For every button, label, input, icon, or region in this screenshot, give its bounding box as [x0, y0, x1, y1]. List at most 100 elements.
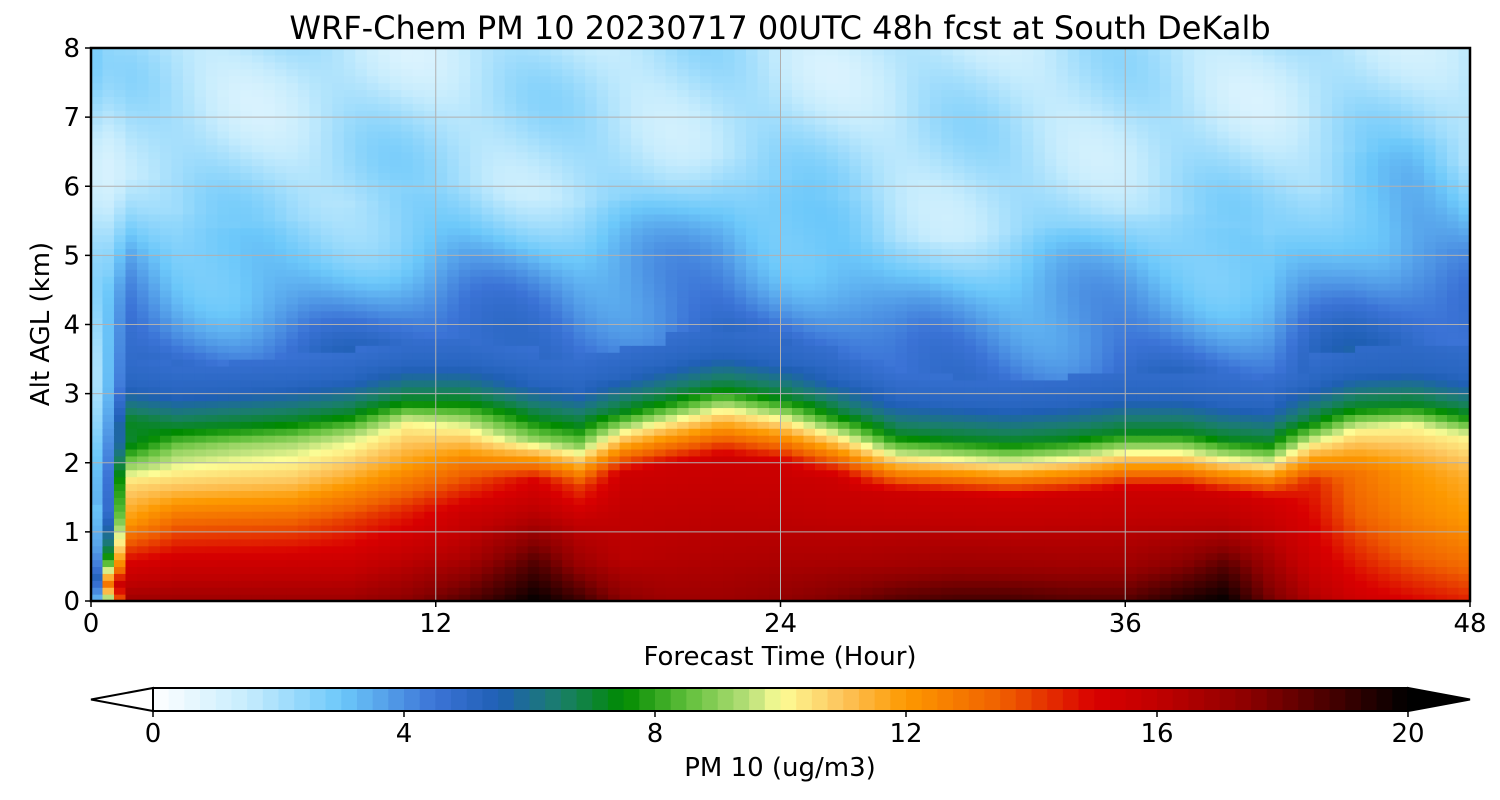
heat-cell: [860, 483, 874, 491]
heat-cell: [1113, 511, 1126, 519]
heat-cell: [1228, 455, 1241, 464]
heat-cell: [769, 310, 782, 319]
heat-cell: [355, 379, 368, 388]
heat-cell: [1194, 497, 1207, 505]
heat-cell: [573, 524, 586, 533]
heat-cell: [527, 580, 540, 588]
heat-cell: [1378, 379, 1391, 388]
heat-cell: [481, 435, 494, 443]
heat-cell: [1159, 531, 1172, 540]
heat-cell: [504, 421, 517, 429]
heat-cell: [872, 531, 885, 540]
heat-cell: [1332, 359, 1345, 367]
heat-cell: [125, 435, 138, 443]
heat-cell: [906, 442, 919, 450]
heat-cell: [1205, 524, 1218, 533]
heat-cell: [1125, 400, 1138, 409]
heat-cell: [1148, 476, 1161, 485]
heat-cell: [435, 483, 448, 491]
heat-cell: [458, 511, 471, 519]
heat-cell: [240, 594, 253, 601]
heat-cell: [803, 531, 816, 540]
heat-cell: [91, 407, 104, 415]
heat-cell: [240, 545, 253, 554]
heat-cell: [941, 359, 954, 367]
heat-cell: [332, 594, 345, 601]
heat-cell: [642, 324, 655, 333]
heat-cell: [895, 587, 908, 595]
heat-cell: [286, 400, 299, 409]
heat-cell: [769, 359, 782, 367]
heat-cell: [263, 331, 276, 339]
heat-cell: [1056, 428, 1069, 436]
heat-cell: [941, 524, 954, 533]
heat-cell: [251, 462, 264, 471]
heat-cell: [1113, 504, 1126, 512]
heat-cell: [1274, 448, 1287, 457]
heat-cell: [309, 497, 322, 505]
heat-cell: [562, 379, 575, 388]
heat-cell: [987, 573, 1000, 581]
heat-cell: [470, 421, 483, 429]
heat-cell: [596, 421, 609, 429]
heat-cell: [826, 518, 839, 526]
heat-cell: [228, 428, 241, 436]
heat-cell: [1033, 352, 1046, 360]
heat-cell: [1113, 379, 1126, 388]
heat-cell: [746, 524, 759, 533]
heat-cell: [1447, 524, 1460, 533]
heat-cell: [837, 566, 851, 574]
heat-cell: [608, 573, 621, 581]
heat-cell: [516, 531, 529, 540]
heat-cell: [1458, 386, 1470, 395]
heat-cell: [1447, 442, 1460, 450]
heat-cell: [424, 504, 437, 512]
heat-cell: [1435, 324, 1448, 333]
heat-cell: [1424, 469, 1437, 478]
heat-cell: [447, 379, 460, 388]
heat-cell: [378, 476, 391, 485]
heat-cell: [1090, 545, 1103, 554]
heat-cell: [401, 511, 414, 519]
heat-cell: [906, 338, 919, 346]
heat-cell: [1090, 407, 1103, 415]
heat-cell: [1343, 379, 1356, 388]
heat-cell: [447, 448, 460, 457]
heat-cell: [550, 573, 563, 581]
heat-cell: [1033, 483, 1046, 491]
heat-cell: [1125, 518, 1138, 526]
heat-cell: [1274, 566, 1287, 574]
heat-cell: [297, 386, 310, 395]
heat-cell: [136, 345, 150, 353]
heat-cell: [1286, 352, 1299, 360]
heat-cell: [688, 359, 701, 367]
heat-cell: [826, 317, 839, 326]
heat-cell: [1136, 372, 1149, 381]
heat-cell: [803, 310, 816, 319]
heat-cell: [217, 483, 230, 491]
heat-cell: [309, 428, 322, 436]
heat-cell: [1240, 442, 1253, 450]
heat-cell: [1343, 518, 1356, 526]
heat-cell: [1113, 352, 1126, 360]
heat-cell: [113, 531, 127, 540]
heat-cell: [527, 379, 540, 388]
heat-cell: [1343, 545, 1356, 554]
heat-cell: [1309, 435, 1322, 443]
heat-cell: [159, 414, 173, 422]
heat-cell: [1332, 504, 1345, 512]
heat-cell: [872, 518, 885, 526]
heat-cell: [941, 594, 954, 601]
heat-cell: [481, 400, 494, 409]
heat-cell: [711, 538, 724, 547]
heat-cell: [125, 587, 138, 595]
heat-cell: [1182, 483, 1195, 491]
heat-cell: [746, 455, 759, 464]
heat-cell: [895, 573, 908, 581]
heat-cell: [516, 559, 529, 568]
heat-cell: [1458, 490, 1470, 498]
heat-cell: [941, 400, 954, 409]
heat-cell: [769, 573, 782, 581]
heat-cell: [711, 504, 724, 512]
heat-cell: [872, 372, 885, 381]
